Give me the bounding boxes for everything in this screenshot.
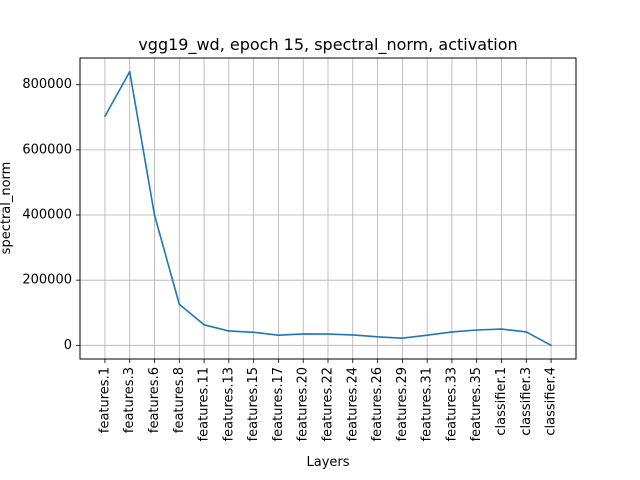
x-axis: features.1 features.3 features.6 features.8… bbox=[97, 359, 559, 441]
data-point bbox=[252, 331, 255, 334]
y-tick-label: 600000 bbox=[22, 142, 72, 157]
y-tick-label: 400000 bbox=[22, 208, 72, 223]
x-tick-label: features.6 bbox=[147, 367, 162, 433]
x-tick-label: features.31 bbox=[420, 367, 435, 441]
x-tick-label: features.13 bbox=[221, 367, 236, 441]
x-tick-label: features.33 bbox=[444, 367, 459, 441]
series-layer bbox=[104, 70, 552, 347]
x-tick-label: classifier.1 bbox=[494, 367, 509, 436]
data-point bbox=[525, 331, 528, 333]
data-point bbox=[550, 344, 552, 347]
x-tick-label: features.24 bbox=[345, 367, 360, 441]
data-point bbox=[376, 336, 379, 338]
x-tick-label: features.15 bbox=[246, 367, 261, 441]
grid bbox=[80, 58, 576, 359]
x-tick-label: features.29 bbox=[395, 367, 410, 441]
x-tick-label: features.22 bbox=[321, 367, 336, 441]
x-tick-label: features.3 bbox=[122, 367, 137, 433]
x-tick-label: features.11 bbox=[197, 367, 212, 441]
x-tick-label: classifier.4 bbox=[544, 367, 559, 436]
x-tick-label: classifier.3 bbox=[519, 367, 534, 436]
y-axis-label: spectral_norm bbox=[0, 162, 14, 255]
data-point bbox=[128, 70, 131, 73]
x-tick-label: features.8 bbox=[172, 367, 187, 433]
data-point bbox=[475, 329, 478, 331]
data-point bbox=[327, 333, 329, 335]
x-tick-label: features.1 bbox=[97, 367, 112, 433]
data-point bbox=[203, 323, 205, 326]
data-point bbox=[153, 214, 156, 216]
data-point bbox=[277, 334, 280, 337]
x-tick-label: features.17 bbox=[271, 367, 286, 441]
data-point bbox=[426, 334, 428, 337]
data-point bbox=[228, 330, 230, 332]
x-axis-label: Layers bbox=[306, 455, 349, 470]
y-axis: 0 200000 400000 600000 800000 bbox=[22, 77, 80, 353]
x-tick-label: features.35 bbox=[469, 367, 484, 441]
x-tick-label: features.20 bbox=[296, 367, 311, 441]
y-tick-label: 800000 bbox=[22, 77, 72, 92]
data-point bbox=[302, 333, 305, 335]
data-point bbox=[351, 334, 354, 336]
data-point bbox=[401, 337, 404, 339]
data-point bbox=[178, 303, 181, 306]
chart-title: vgg19_wd, epoch 15, spectral_norm, activ… bbox=[138, 35, 517, 55]
data-point bbox=[500, 328, 503, 330]
data-point bbox=[104, 115, 106, 118]
data-point bbox=[451, 331, 453, 333]
y-tick-label: 0 bbox=[64, 338, 72, 353]
x-tick-label: features.26 bbox=[370, 367, 385, 441]
y-tick-label: 200000 bbox=[22, 273, 72, 288]
